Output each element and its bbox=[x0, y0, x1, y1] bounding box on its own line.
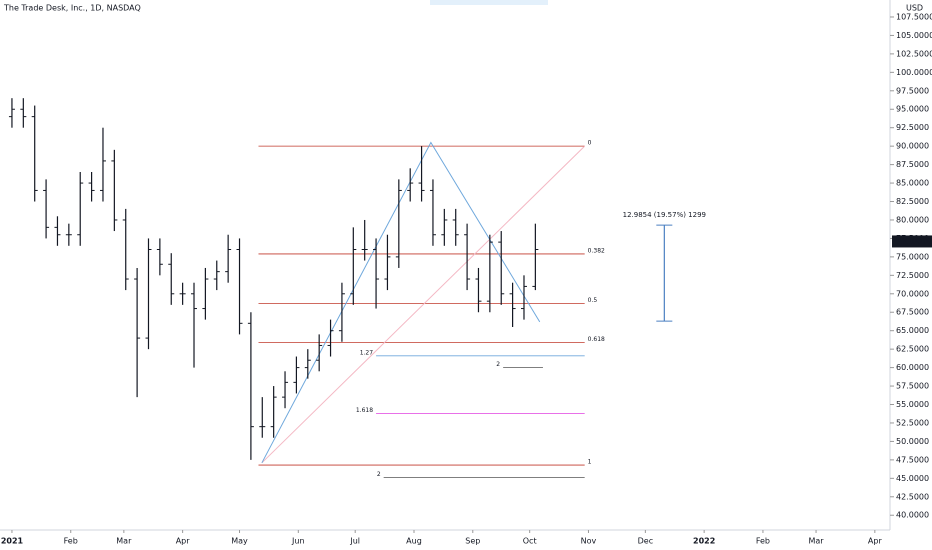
fib-level-label: 0.382 bbox=[588, 247, 605, 254]
y-tick-label: 102.5000 bbox=[896, 49, 932, 58]
y-tick-label: 80.0000 bbox=[896, 215, 929, 224]
selection-box bbox=[430, 0, 548, 5]
y-tick-label: 55.0000 bbox=[896, 400, 929, 409]
y-tick-label: 62.5000 bbox=[896, 345, 929, 354]
last-price-box bbox=[892, 235, 932, 248]
x-tick-label: Feb bbox=[756, 537, 770, 546]
y-tick-label: 92.5000 bbox=[896, 123, 929, 132]
y-tick-label: 90.0000 bbox=[896, 142, 929, 151]
y-tick-label: 72.5000 bbox=[896, 271, 929, 280]
x-tick-label: 2022 bbox=[693, 537, 715, 546]
trend-line bbox=[261, 145, 586, 464]
x-tick-label: Jun bbox=[291, 537, 305, 546]
y-tick-label: 107.5000 bbox=[896, 12, 932, 21]
x-tick-label: May bbox=[231, 537, 248, 546]
fib-level-label: 1.618 bbox=[356, 407, 373, 414]
x-tick-label: Mar bbox=[808, 537, 824, 546]
x-tick-label: Mar bbox=[116, 537, 132, 546]
x-tick-label: Nov bbox=[581, 537, 597, 546]
x-tick-label: 2021 bbox=[1, 537, 24, 546]
x-tick-label: Oct bbox=[523, 537, 537, 546]
y-tick-label: 50.0000 bbox=[896, 437, 929, 446]
y-tick-label: 40.0000 bbox=[896, 511, 929, 520]
fib-level-label: 1.27 bbox=[360, 349, 374, 356]
y-tick-label: 57.5000 bbox=[896, 382, 929, 391]
chart-title: The Trade Desk, Inc., 1D, NASDAQ bbox=[3, 4, 141, 13]
y-tick-label: 95.0000 bbox=[896, 105, 929, 114]
y-tick-label: 67.5000 bbox=[896, 308, 929, 317]
x-tick-label: Feb bbox=[64, 537, 78, 546]
y-tick-label: 60.0000 bbox=[896, 363, 929, 372]
y-tick-label: 85.0000 bbox=[896, 179, 929, 188]
y-tick-label: 52.5000 bbox=[896, 418, 929, 427]
fib-level-label: 0.618 bbox=[588, 336, 605, 343]
y-tick-label: 87.5000 bbox=[896, 160, 929, 169]
fib-level-label: 0 bbox=[588, 140, 592, 147]
last-price-label: 77.0900 bbox=[896, 237, 932, 246]
y-tick-label: 100.0000 bbox=[896, 68, 932, 77]
x-tick-label: Sep bbox=[465, 537, 480, 546]
fib-level-label: 2 bbox=[496, 361, 500, 368]
fib-level-label: 0.5 bbox=[588, 297, 598, 304]
x-tick-label: Apr bbox=[176, 537, 191, 546]
x-tick-label: Apr bbox=[868, 537, 883, 546]
fib-level-label: 1 bbox=[588, 459, 592, 466]
pattern-line bbox=[261, 141, 541, 464]
fib-level-label: 2 bbox=[377, 471, 381, 478]
y-tick-label: 105.0000 bbox=[896, 31, 932, 40]
x-tick-label: Dec bbox=[638, 537, 653, 546]
y-tick-label: 47.5000 bbox=[896, 455, 929, 464]
currency: USD bbox=[906, 4, 923, 13]
y-tick-label: 82.5000 bbox=[896, 197, 929, 206]
y-tick-label: 97.5000 bbox=[896, 86, 929, 95]
y-tick-label: 65.0000 bbox=[896, 326, 929, 335]
y-tick-label: 70.0000 bbox=[896, 289, 929, 298]
x-tick-label: Aug bbox=[406, 537, 422, 546]
y-tick-label: 75.0000 bbox=[896, 252, 929, 261]
y-tick-label: 42.5000 bbox=[896, 492, 929, 501]
measure-label: 12.9854 (19.57%) 1299 bbox=[623, 211, 706, 219]
y-tick-label: 45.0000 bbox=[896, 474, 929, 483]
x-tick-label: Jul bbox=[349, 537, 360, 546]
